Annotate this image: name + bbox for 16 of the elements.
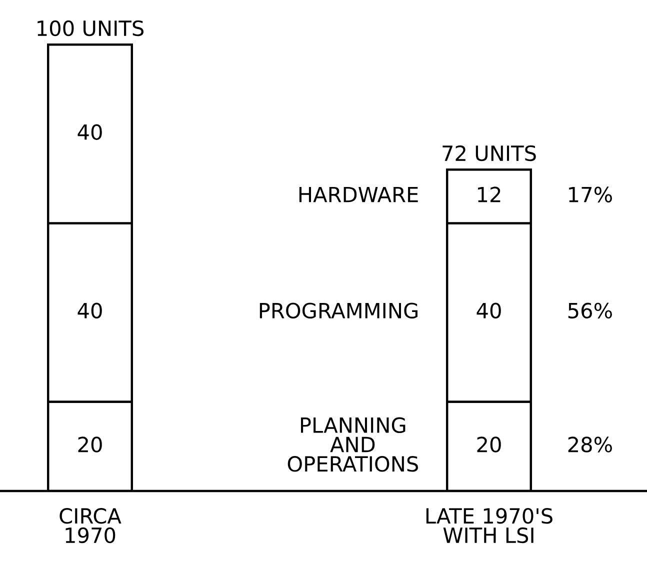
data-label: 40	[476, 302, 501, 318]
data-label: 20	[477, 436, 501, 452]
x-tick-label: LATE 1970'S WITH LSI	[426, 508, 552, 544]
series-label: PROGRAMMING	[260, 302, 418, 318]
data-label: 40	[78, 124, 102, 140]
total-label: 100 UNITS	[38, 20, 144, 36]
data-label: 40	[78, 302, 102, 318]
total-label: 72 UNITS	[442, 145, 536, 162]
x-tick-label: CIRCA 1970	[60, 508, 122, 544]
annotation: 56%	[568, 302, 612, 318]
series-label: HARDWARE	[299, 186, 418, 202]
series-label: PLANNING AND OPERATIONS	[288, 417, 418, 472]
annotation: 28%	[568, 436, 612, 452]
data-label: 12	[478, 186, 500, 202]
data-label: 20	[78, 436, 102, 452]
annotation: 17%	[569, 186, 612, 202]
